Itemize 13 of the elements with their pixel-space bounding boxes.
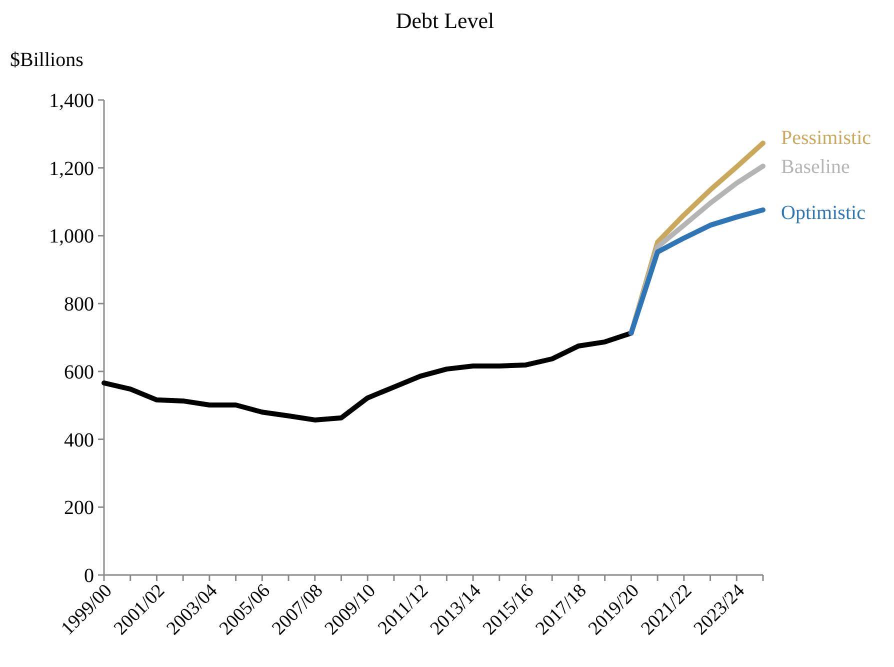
y-tick-label: 400 xyxy=(64,429,94,452)
y-tick-label: 800 xyxy=(64,294,94,316)
series-label: Baseline xyxy=(781,156,850,178)
y-axis-title: $Billions xyxy=(10,49,84,71)
y-tick-label: 1,200 xyxy=(49,158,94,180)
series-label: Optimistic xyxy=(781,202,866,224)
y-tick-label: 200 xyxy=(64,497,94,520)
y-tick-label: 600 xyxy=(64,361,94,384)
series-label: Pessimistic xyxy=(781,127,872,150)
y-tick-label: 1,000 xyxy=(49,226,94,248)
y-tick-label: 0 xyxy=(84,565,94,587)
chart-title: Debt Level xyxy=(396,8,494,33)
y-tick-label: 1,400 xyxy=(49,90,94,112)
